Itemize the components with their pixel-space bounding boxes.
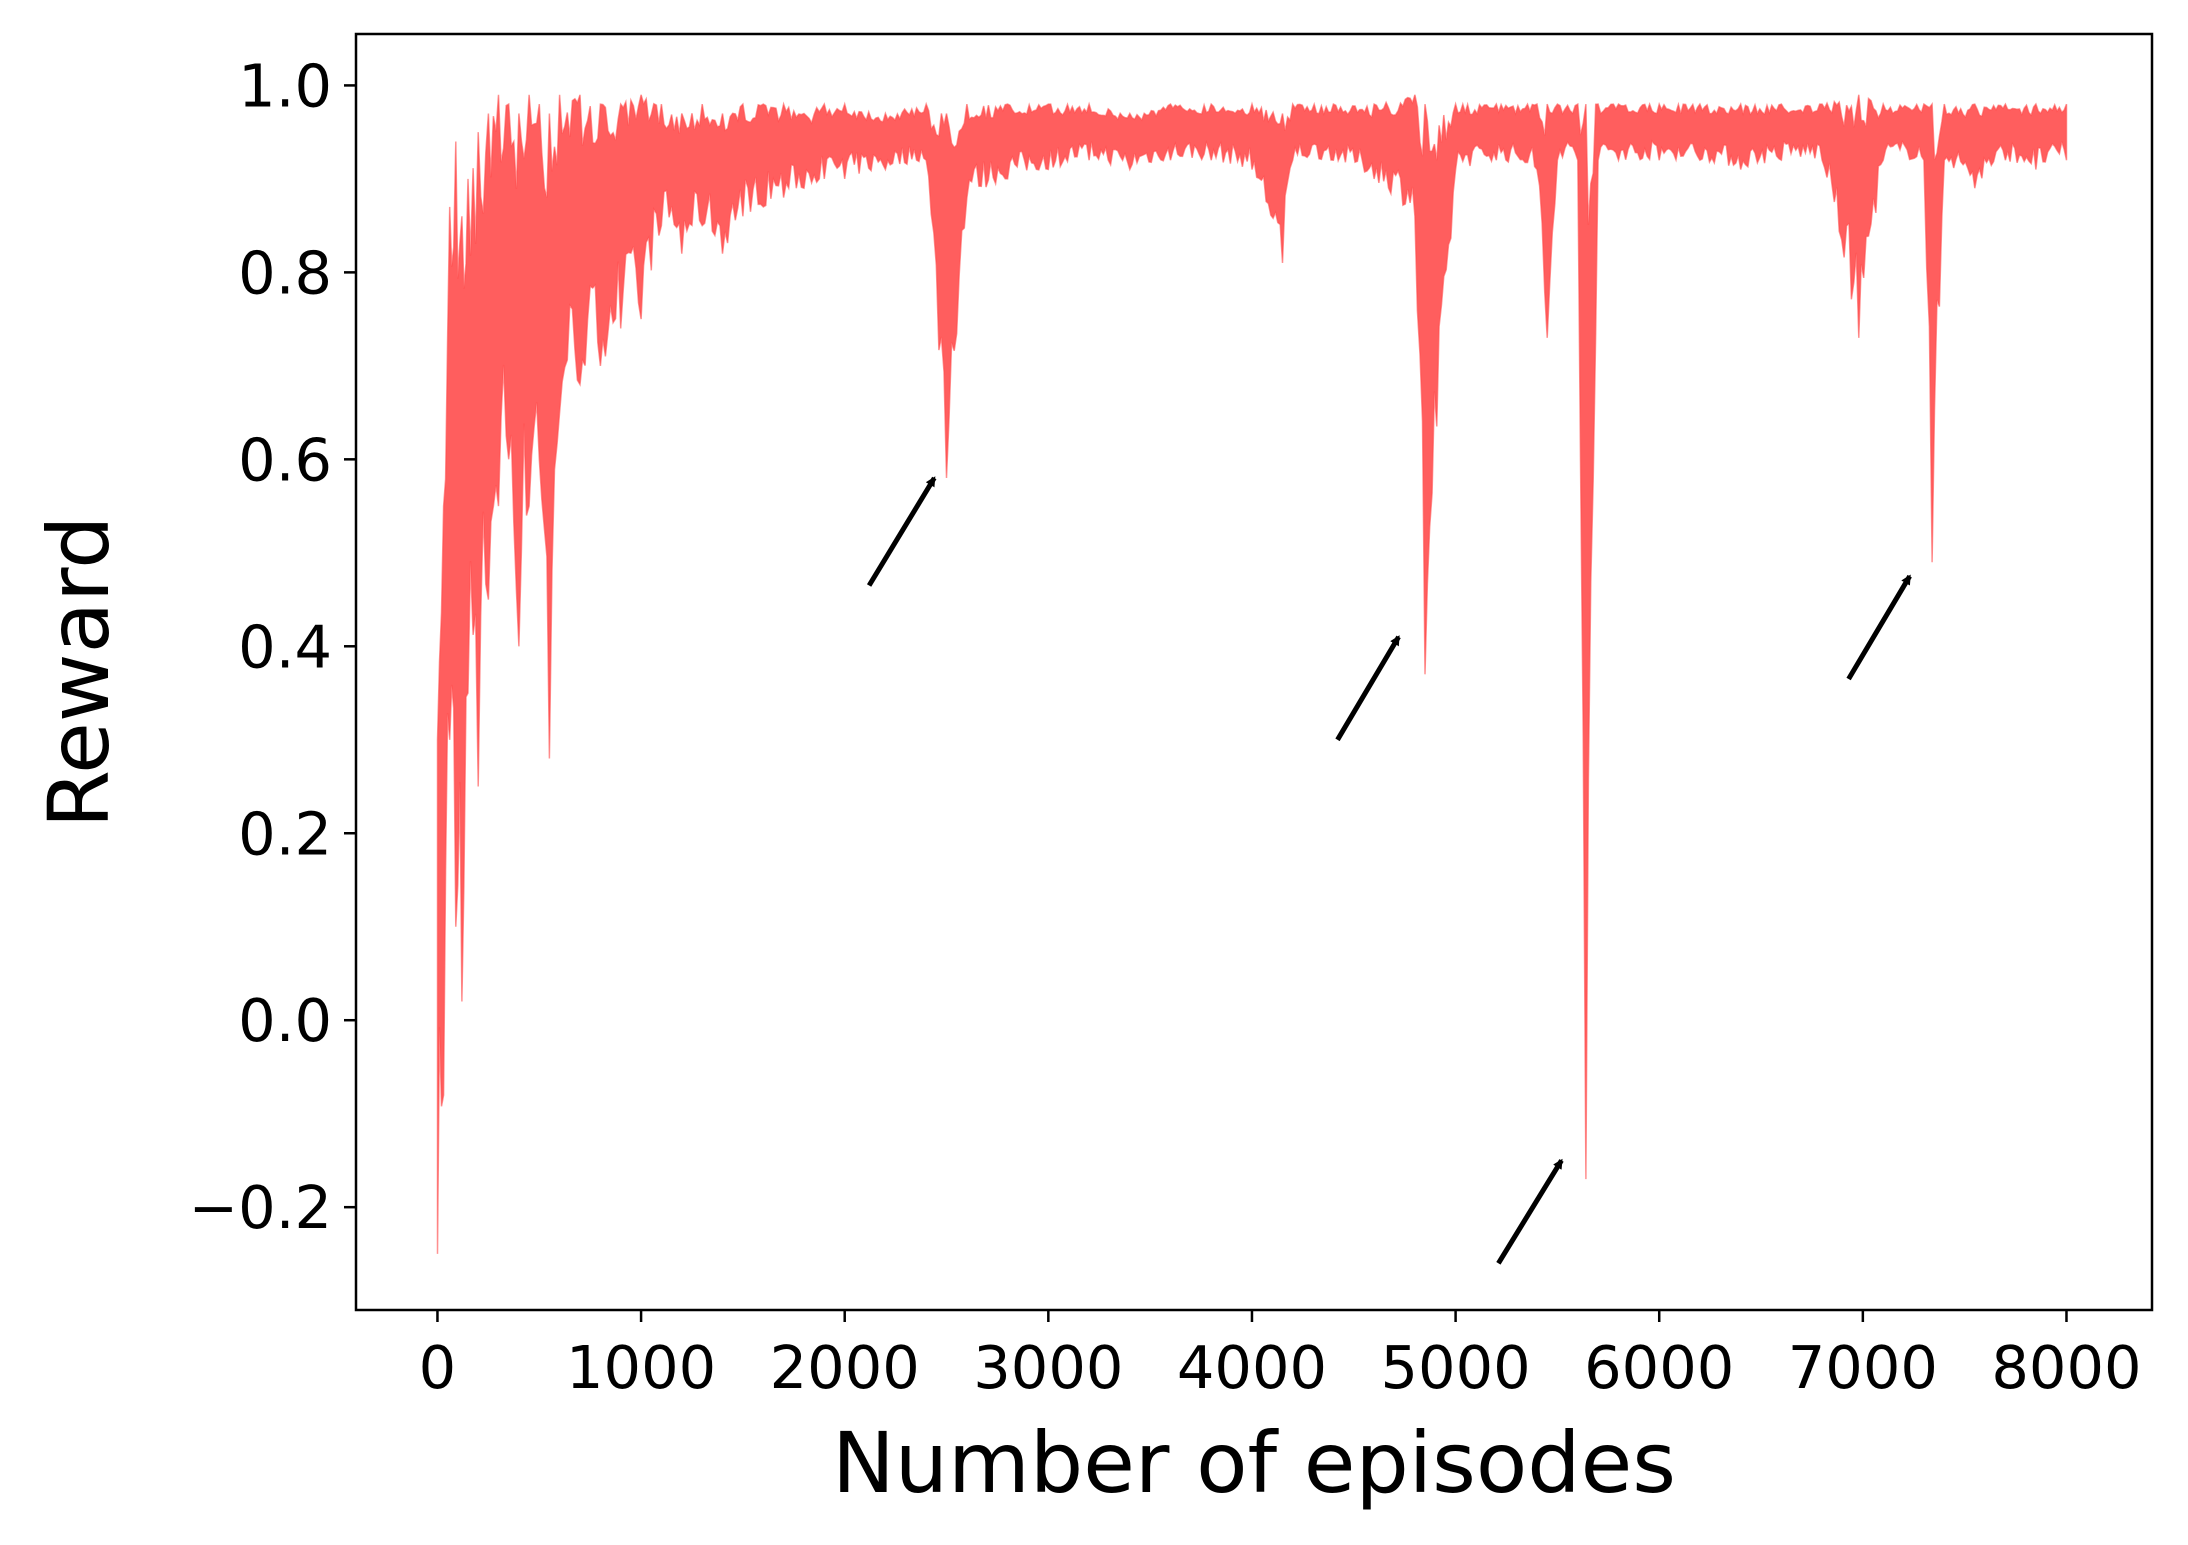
x-tick-label: 8000 bbox=[1991, 1333, 2141, 1402]
x-tick-label: 5000 bbox=[1381, 1333, 1531, 1402]
annotation-arrow-3 bbox=[1496, 1158, 1564, 1265]
x-tick-label: 1000 bbox=[566, 1333, 716, 1402]
annotation-arrow-2 bbox=[1335, 635, 1401, 742]
plot-area bbox=[436, 94, 2068, 1265]
x-tick-label: 2000 bbox=[770, 1333, 920, 1402]
x-axis: 0 1000 2000 3000 4000 5000 6000 7000 8000 bbox=[419, 1310, 2142, 1402]
y-tick-label: 0.6 bbox=[238, 425, 332, 494]
y-tick-label: −0.2 bbox=[189, 1173, 332, 1242]
y-axis-label: Reward bbox=[30, 516, 128, 829]
x-tick-label: 0 bbox=[419, 1333, 457, 1402]
y-tick-label: 1.0 bbox=[238, 51, 332, 120]
y-tick-label: 0.4 bbox=[238, 612, 332, 681]
annotation-arrow-4 bbox=[1846, 574, 1912, 681]
axes-frame bbox=[354, 32, 2154, 1312]
y-tick-label: 0.2 bbox=[238, 799, 332, 868]
y-tick-label: 0.0 bbox=[238, 986, 332, 1055]
annotation-arrow-1 bbox=[866, 476, 937, 587]
x-tick-label: 6000 bbox=[1584, 1333, 1734, 1402]
y-axis: −0.2 0.0 0.2 0.4 0.6 0.8 1.0 bbox=[189, 51, 356, 1242]
y-tick-label: 0.8 bbox=[238, 238, 332, 307]
reward-band-series-0 bbox=[436, 94, 2068, 1254]
x-axis-label: Number of episodes bbox=[832, 1414, 1676, 1512]
x-tick-label: 3000 bbox=[973, 1333, 1123, 1402]
x-tick-label: 4000 bbox=[1177, 1333, 1327, 1402]
x-tick-label: 7000 bbox=[1788, 1333, 1938, 1402]
